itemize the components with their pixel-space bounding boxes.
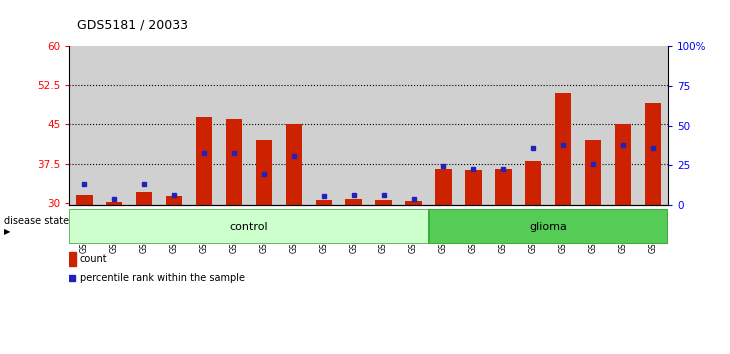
Bar [615,124,631,205]
Bar [578,46,608,205]
Bar [405,201,422,205]
Bar [226,119,242,205]
Bar [129,46,159,205]
Bar [458,46,488,205]
Bar [285,124,302,205]
Text: count: count [80,254,107,264]
Bar [345,199,362,205]
Text: percentile rank within the sample: percentile rank within the sample [80,273,245,284]
Text: glioma: glioma [529,222,567,232]
Bar [518,46,548,205]
Text: control: control [230,222,268,232]
Bar [309,46,339,205]
Bar [548,46,578,205]
Bar [488,46,518,205]
Bar [429,209,668,244]
Text: disease state: disease state [4,216,69,226]
Bar [69,46,99,205]
Bar [69,252,76,266]
Text: GDS5181 / 20033: GDS5181 / 20033 [77,19,188,32]
Bar [339,46,369,205]
Bar [106,202,123,205]
Bar [465,170,482,205]
Text: ▶: ▶ [4,227,10,236]
Bar [555,93,572,205]
Bar [608,46,638,205]
Bar [166,196,182,205]
Bar [159,46,189,205]
Bar [255,140,272,205]
Bar [249,46,279,205]
Bar [69,209,429,244]
Bar [279,46,309,205]
Bar [76,195,93,205]
Bar [525,161,542,205]
Bar [435,169,452,205]
Bar [99,46,129,205]
Bar [399,46,429,205]
Bar [219,46,249,205]
Bar [189,46,219,205]
Bar [638,46,668,205]
Bar [645,103,661,205]
Bar [429,46,458,205]
Bar [196,116,212,205]
Bar [315,200,332,205]
Bar [495,169,512,205]
Bar [585,140,602,205]
Bar [369,46,399,205]
Bar [375,200,392,205]
Bar [136,192,153,205]
